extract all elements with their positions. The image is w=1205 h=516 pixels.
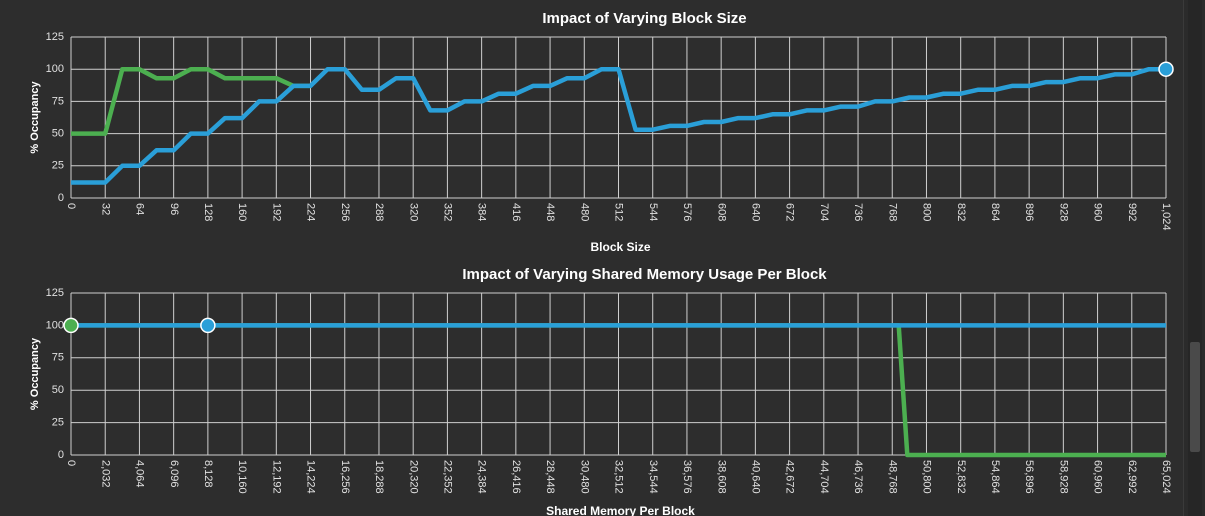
x-tick-label: 50,800: [921, 460, 933, 494]
x-tick-label: 22,352: [442, 460, 454, 494]
x-tick-label: 128: [202, 203, 214, 221]
x-tick-label: 44,704: [818, 460, 830, 494]
x-tick-label: 42,672: [784, 460, 796, 494]
x-tick-label: 832: [955, 203, 967, 221]
y-axis-label: % Occupancy: [29, 81, 41, 154]
x-tick-label: 30,480: [578, 460, 590, 494]
x-tick-label: 0: [65, 203, 77, 209]
x-tick-label: 56,896: [1023, 460, 1035, 494]
x-tick-label: 480: [578, 203, 590, 221]
x-tick-label: 672: [784, 203, 796, 221]
x-tick-label: 4,064: [134, 460, 146, 488]
x-tick-label: 608: [715, 203, 727, 221]
x-tick-label: 36,576: [681, 460, 693, 494]
y-tick-label: 100: [46, 319, 64, 331]
y-tick-label: 125: [46, 287, 64, 299]
x-tick-label: 576: [681, 203, 693, 221]
x-tick-label: 64: [134, 203, 146, 215]
series-line-2: [71, 66, 1166, 185]
x-tick-label: 12,192: [270, 460, 282, 494]
x-tick-label: 864: [989, 203, 1001, 221]
x-tick-label: 736: [852, 203, 864, 221]
chart-title: Impact of Varying Block Size: [542, 10, 746, 27]
chart-2: 0 2,032 4,064 6,096 8,128 10,160 12,192 14,224 1…: [29, 266, 1172, 516]
x-tick-label: 38,608: [715, 460, 727, 494]
x-tick-label: 60,960: [1092, 460, 1104, 494]
x-tick-label: 32,512: [613, 460, 625, 494]
y-tick-label: 50: [52, 128, 64, 140]
x-tick-label: 20,320: [407, 460, 419, 494]
x-tick-label: 2,032: [99, 460, 111, 488]
x-tick-label: 416: [510, 203, 522, 221]
x-tick-label: 14,224: [305, 460, 317, 494]
y-tick-label: 0: [58, 449, 64, 461]
scrollbar-track[interactable]: [1188, 0, 1202, 516]
y-tick-label: 100: [46, 63, 64, 75]
x-tick-label: 704: [818, 203, 830, 221]
x-tick-label: 34,544: [647, 460, 659, 494]
x-axis-label: Shared Memory Per Block: [546, 504, 695, 516]
x-tick-label: 6,096: [168, 460, 180, 488]
x-tick-label: 1,024: [1160, 203, 1172, 231]
x-tick-label: 224: [305, 203, 317, 221]
x-tick-label: 65,024: [1160, 460, 1172, 494]
x-tick-label: 26,416: [510, 460, 522, 494]
y-tick-label: 125: [46, 31, 64, 43]
x-tick-label: 16,256: [339, 460, 351, 494]
x-tick-label: 46,736: [852, 460, 864, 494]
x-tick-label: 28,448: [544, 460, 556, 494]
x-axis-label: Block Size: [590, 240, 650, 254]
x-tick-label: 58,928: [1057, 460, 1069, 494]
y-tick-label: 25: [52, 417, 64, 429]
y-tick-label: 75: [52, 95, 64, 107]
x-tick-label: 0: [65, 460, 77, 466]
x-tick-label: 288: [373, 203, 385, 221]
current-value-marker: [63, 317, 79, 334]
x-tick-label: 448: [544, 203, 556, 221]
x-tick-label: 48,768: [886, 460, 898, 494]
chart-1: 0 32 64 96 128 160 192 224 256 288 320 352 384 416 448…: [29, 10, 1174, 254]
x-tick-label: 54,864: [989, 460, 1001, 494]
series-line-1: [71, 66, 311, 136]
x-tick-label: 40,640: [749, 460, 761, 494]
current-value-marker: [1158, 61, 1174, 77]
chart-title: Impact of Varying Shared Memory Usage Pe…: [462, 266, 827, 283]
y-axis-label: % Occupancy: [29, 337, 41, 410]
y-tick-label: 75: [52, 352, 64, 364]
current-value-marker: [200, 317, 216, 334]
x-tick-label: 800: [921, 203, 933, 221]
x-tick-label: 24,384: [476, 460, 488, 494]
x-tick-label: 352: [442, 203, 454, 221]
x-tick-label: 992: [1126, 203, 1138, 221]
x-tick-label: 62,992: [1126, 460, 1138, 494]
x-tick-label: 896: [1023, 203, 1035, 221]
x-tick-label: 928: [1057, 203, 1069, 221]
x-tick-label: 512: [613, 203, 625, 221]
x-tick-label: 768: [886, 203, 898, 221]
x-tick-label: 160: [236, 203, 248, 221]
x-tick-label: 96: [168, 203, 180, 215]
x-tick-label: 320: [407, 203, 419, 221]
x-tick-label: 256: [339, 203, 351, 221]
x-tick-label: 18,288: [373, 460, 385, 494]
x-tick-label: 192: [270, 203, 282, 221]
x-tick-label: 640: [749, 203, 761, 221]
y-tick-label: 50: [52, 384, 64, 396]
y-tick-label: 25: [52, 160, 64, 172]
x-tick-label: 8,128: [202, 460, 214, 488]
x-tick-label: 960: [1092, 203, 1104, 221]
y-tick-label: 0: [58, 192, 64, 204]
x-tick-label: 10,160: [236, 460, 248, 494]
x-tick-label: 32: [99, 203, 111, 215]
vertical-scrollbar[interactable]: [1183, 0, 1205, 516]
x-tick-label: 52,832: [955, 460, 967, 494]
x-tick-label: 384: [476, 203, 488, 221]
x-tick-label: 544: [647, 203, 659, 221]
scrollbar-thumb[interactable]: [1190, 342, 1200, 452]
